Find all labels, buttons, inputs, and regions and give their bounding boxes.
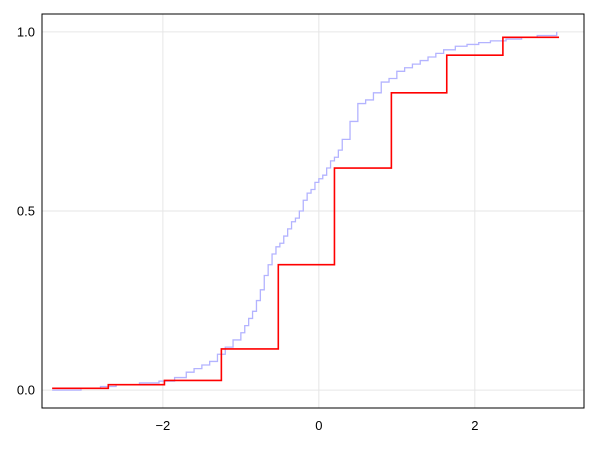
x-tick-label: 0 [315,418,322,433]
y-tick-label: 0.5 [17,204,35,219]
plot-frame [41,13,585,409]
x-tick-label: 2 [471,418,478,433]
axis-ticks: −2 0 2 0.0 0.5 1.0 [17,24,479,433]
empirical-cdf-line [52,31,558,391]
series-layer [52,31,560,391]
y-tick-label: 1.0 [17,24,35,39]
coarse-step-line [52,36,560,390]
x-tick-label: −2 [155,418,170,433]
y-tick-label: 0.0 [17,383,35,398]
grid [42,14,584,408]
